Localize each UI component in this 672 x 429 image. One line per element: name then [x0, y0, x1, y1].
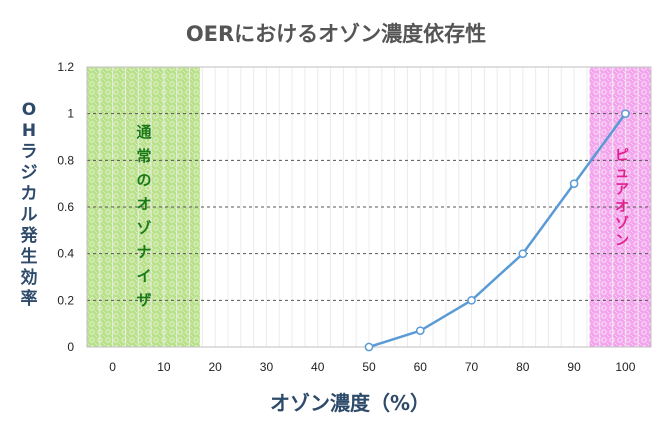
- x-tick-label: 50: [362, 360, 376, 374]
- svg-text:O: O: [22, 100, 36, 120]
- svg-text:通: 通: [136, 123, 151, 141]
- svg-text:H: H: [22, 121, 36, 141]
- svg-text:ラ: ラ: [21, 142, 38, 162]
- svg-text:オ: オ: [615, 199, 629, 215]
- data-point: [569, 179, 579, 189]
- x-tick-label: 10: [157, 360, 171, 374]
- svg-text:生: 生: [21, 246, 38, 267]
- svg-text:ゾ: ゾ: [136, 219, 151, 237]
- x-tick-label: 0: [109, 360, 116, 374]
- y-tick-label: 0.2: [57, 293, 74, 307]
- x-tick-label: 90: [567, 360, 581, 374]
- y-tick-label: 1.2: [57, 60, 74, 74]
- svg-text:の: の: [136, 171, 151, 189]
- svg-text:ン: ン: [615, 233, 629, 249]
- y-tick-label: 0: [67, 340, 74, 354]
- x-tick-label: 100: [615, 360, 635, 374]
- svg-text:ュ: ュ: [615, 165, 629, 181]
- svg-text:ア: ア: [615, 182, 629, 198]
- svg-text:イ: イ: [136, 267, 151, 285]
- y-tick-label: 1: [67, 107, 74, 121]
- svg-text:発: 発: [20, 225, 39, 246]
- data-point: [364, 342, 374, 352]
- svg-text:ル: ル: [21, 205, 38, 225]
- svg-text:ピ: ピ: [615, 148, 629, 164]
- svg-text:効: 効: [21, 267, 38, 288]
- svg-text:ナ: ナ: [136, 243, 151, 261]
- svg-text:率: 率: [21, 288, 38, 309]
- data-point: [518, 249, 528, 259]
- svg-text:オ: オ: [136, 195, 151, 213]
- chart-title: OERにおけるオゾン濃度依存性: [186, 22, 486, 46]
- data-point: [467, 295, 476, 305]
- y-tick-label: 0.8: [57, 153, 74, 167]
- svg-text:ザ: ザ: [136, 291, 151, 309]
- y-tick-label: 0.6: [57, 200, 74, 214]
- x-tick-label: 70: [465, 360, 479, 374]
- x-axis-label: オゾン濃度（%）: [270, 391, 430, 415]
- svg-text:カ: カ: [21, 184, 38, 204]
- x-tick-label: 40: [311, 360, 325, 374]
- x-tick-label: 30: [260, 360, 274, 374]
- x-tick-label: 60: [414, 360, 428, 374]
- data-point: [621, 109, 630, 119]
- svg-text:ジ: ジ: [21, 163, 38, 183]
- x-tick-label: 80: [516, 360, 530, 374]
- data-point: [415, 326, 425, 336]
- series-line: [368, 112, 627, 349]
- svg-text:常: 常: [136, 147, 151, 165]
- svg-text:ゾ: ゾ: [615, 215, 629, 232]
- x-tick-label: 20: [209, 360, 223, 374]
- y-tick-label: 0.4: [57, 247, 74, 261]
